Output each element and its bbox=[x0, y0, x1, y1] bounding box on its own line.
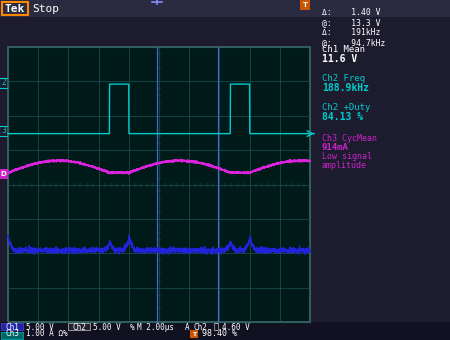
Text: Stop: Stop bbox=[32, 3, 59, 14]
Text: %: % bbox=[130, 323, 135, 332]
Text: Ch1 Mean: Ch1 Mean bbox=[322, 45, 365, 54]
Text: 5.00 V: 5.00 V bbox=[26, 323, 54, 332]
Bar bbox=[0, 169, 8, 178]
Text: 84.13 %: 84.13 % bbox=[322, 112, 363, 122]
Text: Δ:    1.40 V: Δ: 1.40 V bbox=[322, 8, 381, 17]
Text: 2: 2 bbox=[1, 78, 6, 87]
Bar bbox=[0, 78, 8, 88]
Text: 914mA: 914mA bbox=[322, 143, 349, 152]
Text: 3: 3 bbox=[1, 126, 6, 135]
Text: @:    94.7kHz: @: 94.7kHz bbox=[322, 38, 385, 47]
Text: Δ:    191kHz: Δ: 191kHz bbox=[322, 28, 381, 37]
Bar bbox=[190, 330, 198, 338]
Text: A: A bbox=[185, 323, 189, 332]
Text: Ch2 +Duty: Ch2 +Duty bbox=[322, 103, 370, 112]
Text: Ch3 CycMean: Ch3 CycMean bbox=[322, 134, 377, 143]
Bar bbox=[0, 322, 450, 340]
Text: Ch2: Ch2 bbox=[72, 323, 86, 332]
Bar bbox=[0, 0, 450, 17]
Bar bbox=[2, 2, 28, 15]
Text: 1.00 A Ω%: 1.00 A Ω% bbox=[26, 329, 68, 339]
Text: Tek: Tek bbox=[5, 3, 25, 14]
Bar bbox=[68, 323, 90, 330]
Text: T: T bbox=[192, 332, 196, 337]
Bar bbox=[1, 323, 23, 330]
Text: 11.6 V: 11.6 V bbox=[322, 54, 357, 64]
Text: 188.9kHz: 188.9kHz bbox=[322, 83, 369, 93]
Text: Ch1: Ch1 bbox=[5, 323, 19, 332]
Text: Ch3: Ch3 bbox=[5, 329, 19, 339]
Text: T: T bbox=[302, 2, 307, 8]
Bar bbox=[1, 332, 23, 339]
Bar bbox=[8, 47, 310, 322]
Text: amplitude: amplitude bbox=[322, 161, 367, 170]
Text: D: D bbox=[0, 170, 6, 176]
Text: 5.00 V: 5.00 V bbox=[93, 323, 121, 332]
Text: ⁄: ⁄ bbox=[214, 323, 219, 332]
Text: @:    13.3 V: @: 13.3 V bbox=[322, 18, 381, 27]
Bar bbox=[300, 0, 310, 10]
Bar bbox=[0, 126, 8, 136]
Text: M 2.00μs: M 2.00μs bbox=[137, 323, 174, 332]
Text: 98.40 %: 98.40 % bbox=[202, 329, 237, 339]
Text: 4.60 V: 4.60 V bbox=[222, 323, 250, 332]
Text: Ch2 Freq: Ch2 Freq bbox=[322, 74, 365, 83]
Text: Low signal: Low signal bbox=[322, 152, 372, 161]
Text: Ch2: Ch2 bbox=[194, 323, 208, 332]
